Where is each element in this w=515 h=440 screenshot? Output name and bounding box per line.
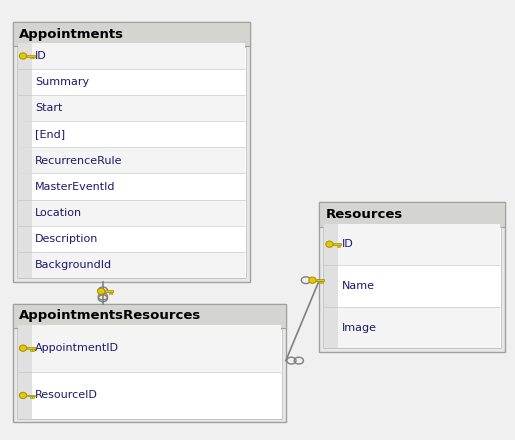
Text: MasterEventId: MasterEventId xyxy=(35,182,115,192)
FancyBboxPatch shape xyxy=(324,265,500,307)
FancyBboxPatch shape xyxy=(323,227,501,348)
Text: RecurrenceRule: RecurrenceRule xyxy=(35,156,123,165)
FancyBboxPatch shape xyxy=(18,372,32,419)
FancyBboxPatch shape xyxy=(18,226,245,252)
Circle shape xyxy=(309,277,316,283)
Bar xyxy=(105,290,113,292)
Bar xyxy=(27,55,35,57)
Text: Location: Location xyxy=(35,208,82,218)
FancyBboxPatch shape xyxy=(18,43,245,69)
Text: AppointmentsResources: AppointmentsResources xyxy=(19,309,201,322)
Text: Image: Image xyxy=(341,323,376,333)
FancyBboxPatch shape xyxy=(18,69,32,95)
Circle shape xyxy=(20,345,27,351)
Text: [End]: [End] xyxy=(35,129,65,139)
Bar xyxy=(32,349,33,351)
Bar xyxy=(316,279,324,281)
Bar xyxy=(30,349,31,351)
FancyBboxPatch shape xyxy=(18,69,245,95)
FancyBboxPatch shape xyxy=(18,174,32,200)
Bar xyxy=(32,57,33,59)
FancyBboxPatch shape xyxy=(324,307,500,348)
Bar xyxy=(337,245,338,247)
FancyBboxPatch shape xyxy=(18,325,32,371)
FancyBboxPatch shape xyxy=(18,253,245,278)
Bar xyxy=(32,396,33,398)
Text: Start: Start xyxy=(35,103,62,113)
FancyBboxPatch shape xyxy=(17,329,282,419)
Bar xyxy=(322,281,323,282)
Text: BackgroundId: BackgroundId xyxy=(35,260,112,270)
FancyBboxPatch shape xyxy=(18,226,32,252)
Bar xyxy=(111,292,112,294)
Circle shape xyxy=(97,288,105,294)
FancyBboxPatch shape xyxy=(18,200,32,226)
FancyBboxPatch shape xyxy=(18,253,32,278)
FancyBboxPatch shape xyxy=(18,325,281,371)
Text: Description: Description xyxy=(35,234,98,244)
Text: ID: ID xyxy=(35,51,47,61)
FancyBboxPatch shape xyxy=(18,43,32,69)
FancyBboxPatch shape xyxy=(18,200,245,226)
FancyBboxPatch shape xyxy=(319,202,505,227)
FancyBboxPatch shape xyxy=(18,372,281,419)
FancyBboxPatch shape xyxy=(324,307,338,348)
Text: Appointments: Appointments xyxy=(19,28,124,40)
Text: AppointmentID: AppointmentID xyxy=(35,343,119,353)
Bar xyxy=(30,396,31,398)
FancyBboxPatch shape xyxy=(18,121,32,147)
Text: ID: ID xyxy=(341,239,353,249)
Text: Resources: Resources xyxy=(325,208,403,221)
Text: Summary: Summary xyxy=(35,77,89,87)
FancyBboxPatch shape xyxy=(18,148,245,173)
FancyBboxPatch shape xyxy=(13,22,250,46)
Bar xyxy=(30,57,31,59)
Text: ResourceID: ResourceID xyxy=(35,390,98,400)
FancyBboxPatch shape xyxy=(324,224,500,265)
FancyBboxPatch shape xyxy=(324,224,338,265)
FancyBboxPatch shape xyxy=(13,22,250,282)
Circle shape xyxy=(20,392,27,399)
FancyBboxPatch shape xyxy=(18,95,32,121)
FancyBboxPatch shape xyxy=(319,202,505,352)
FancyBboxPatch shape xyxy=(18,121,245,147)
Bar xyxy=(333,243,341,245)
FancyBboxPatch shape xyxy=(17,47,246,278)
Circle shape xyxy=(20,53,27,59)
Bar xyxy=(320,281,321,282)
Bar xyxy=(27,395,35,396)
FancyBboxPatch shape xyxy=(13,304,286,422)
Bar xyxy=(109,292,110,294)
Bar xyxy=(339,245,340,247)
FancyBboxPatch shape xyxy=(13,304,286,328)
FancyBboxPatch shape xyxy=(18,95,245,121)
FancyBboxPatch shape xyxy=(324,265,338,307)
FancyBboxPatch shape xyxy=(18,174,245,200)
Text: Name: Name xyxy=(341,281,374,291)
FancyBboxPatch shape xyxy=(18,148,32,173)
Bar xyxy=(27,347,35,349)
Circle shape xyxy=(326,241,333,247)
